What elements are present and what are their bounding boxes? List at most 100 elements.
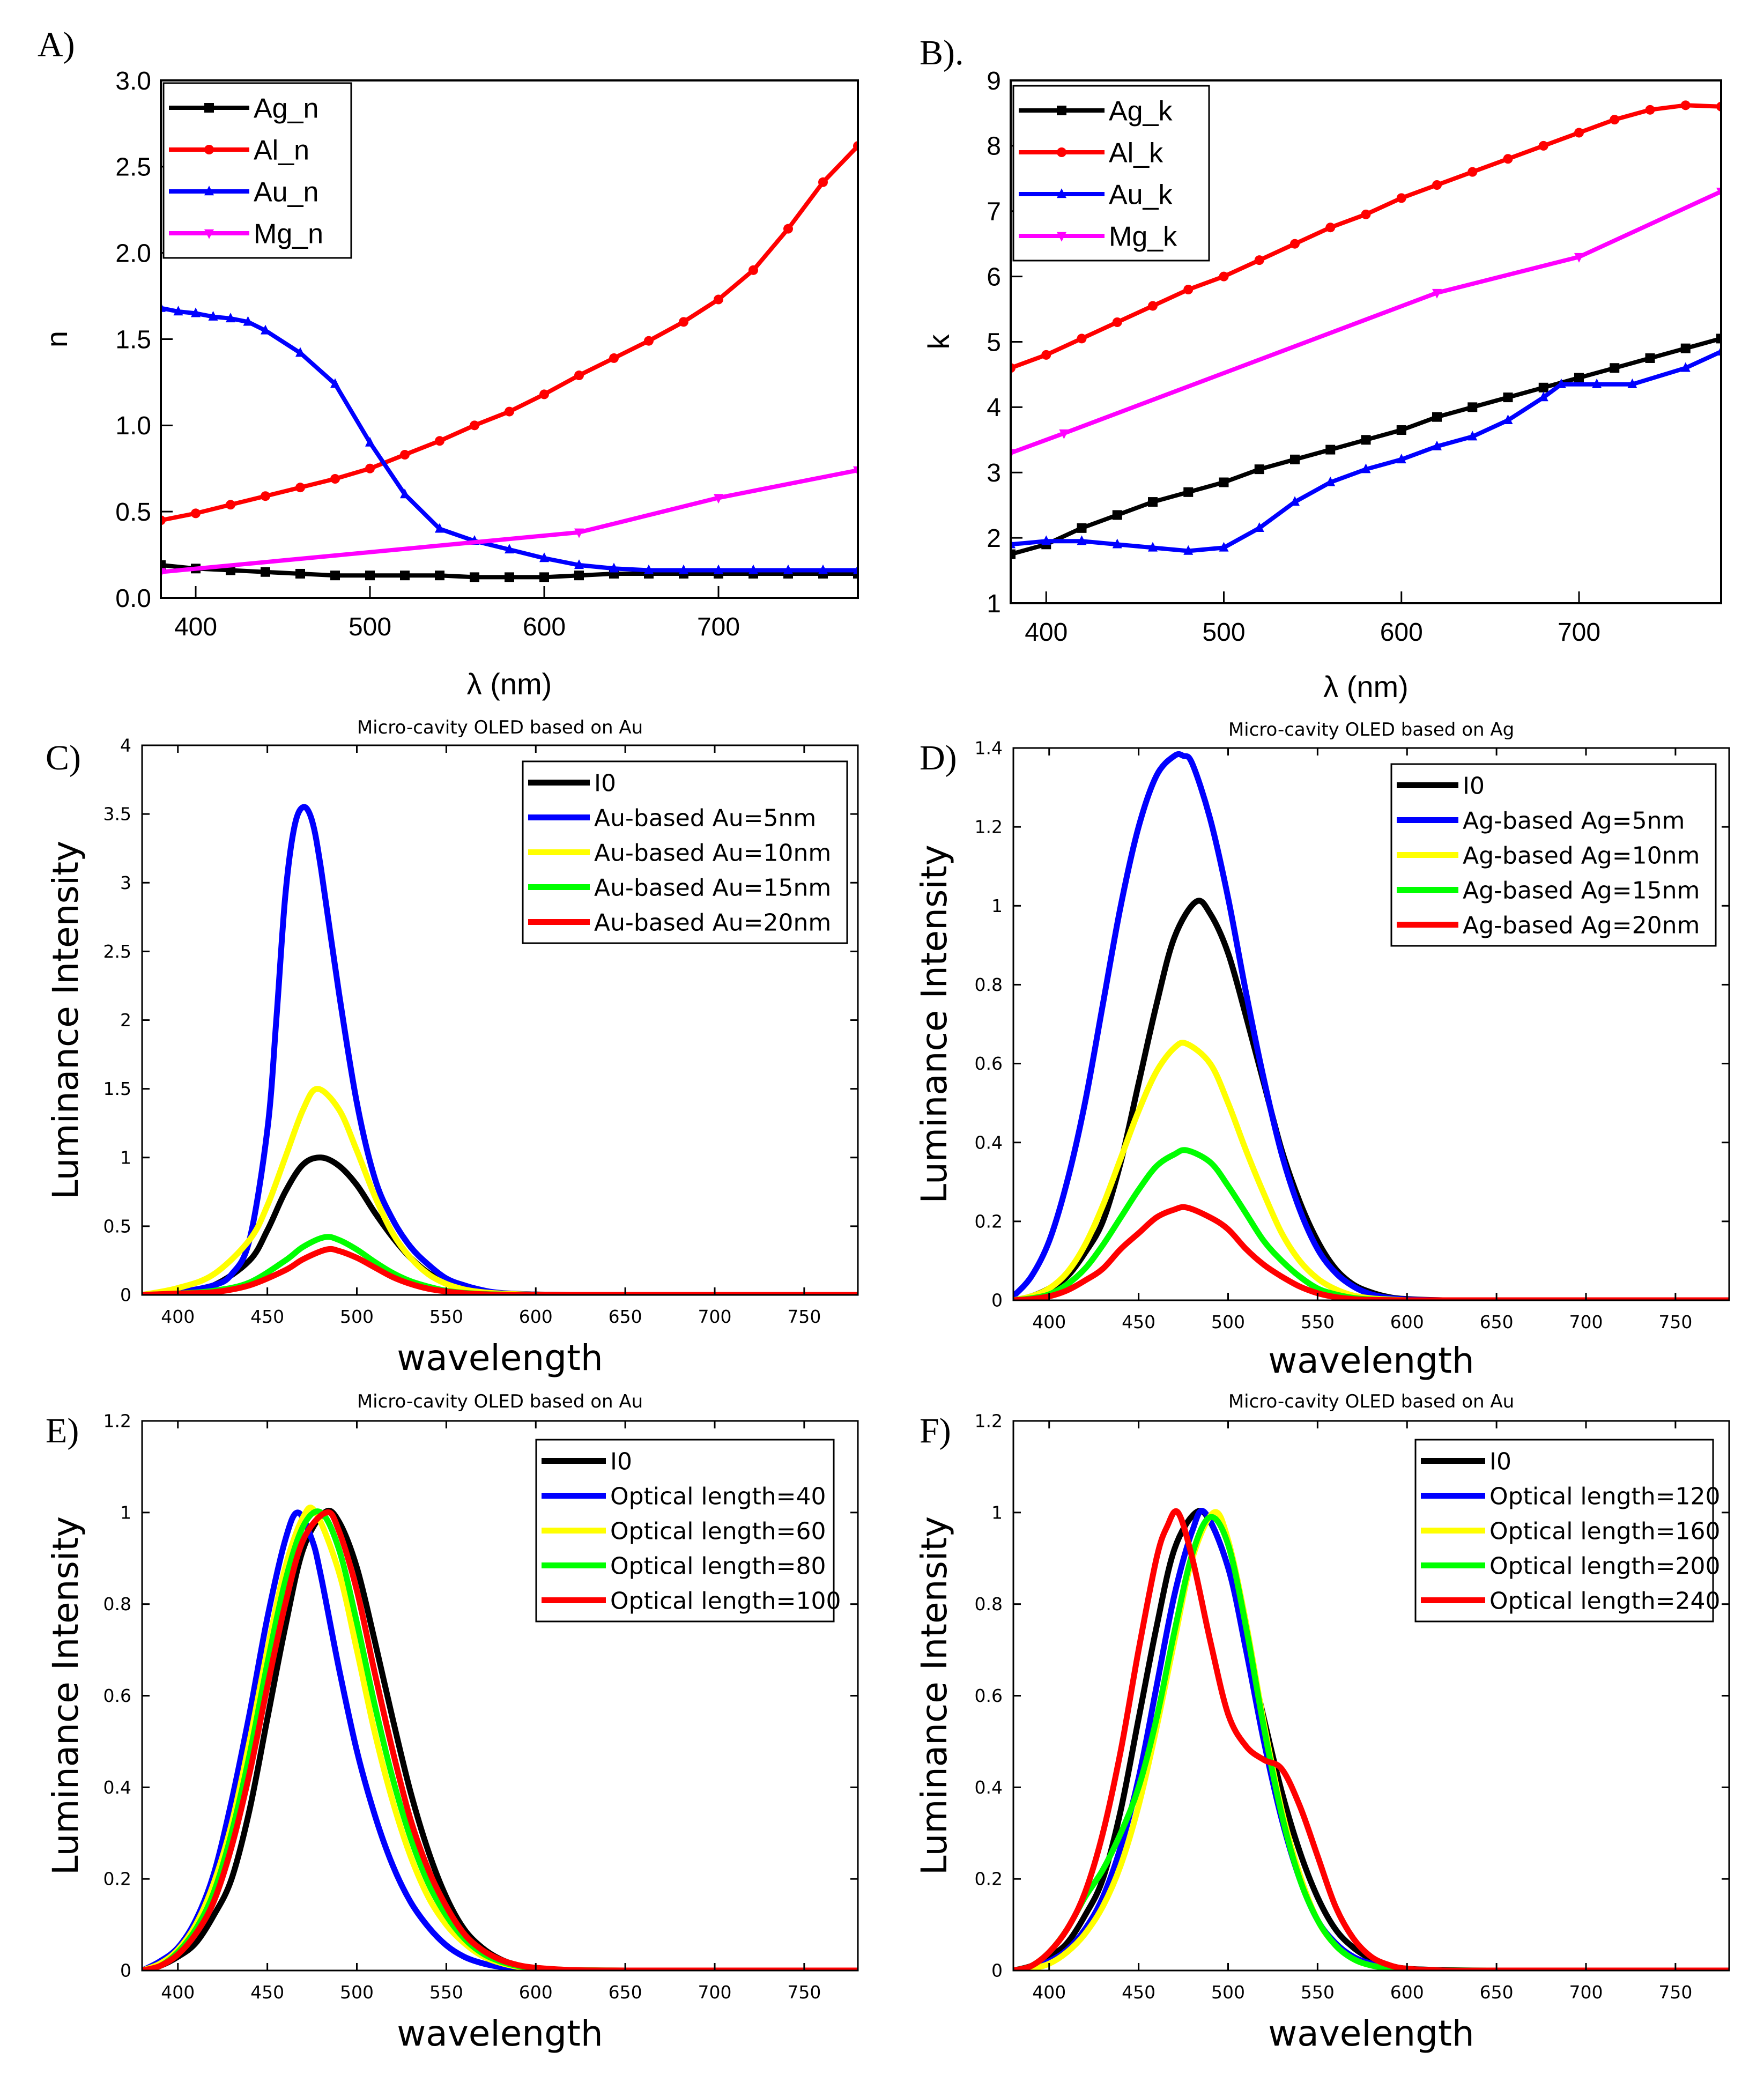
- y-tick-label: 7: [987, 198, 1001, 226]
- legend-label-au-based-au-5nm: Au-based Au=5nm: [594, 804, 816, 832]
- chart-title: Micro-cavity OLED based on Au: [1228, 1391, 1514, 1412]
- legend-marker-mg-n: [204, 229, 214, 239]
- series-al-k-point: [1148, 301, 1158, 311]
- series-au-k-point: [1361, 463, 1371, 473]
- legend-label-mg-n: Mg_n: [254, 219, 323, 250]
- legend-label-ag-n: Ag_n: [254, 93, 318, 124]
- series-au-k-point: [1112, 538, 1122, 549]
- panel-label: C): [46, 738, 81, 777]
- series-al-n-point: [783, 224, 793, 234]
- series-au-n-line: [161, 306, 858, 573]
- x-tick-label: 400: [161, 1982, 195, 2003]
- x-tick-label: 650: [1480, 1982, 1514, 2003]
- series-group: [161, 141, 858, 582]
- series-ag-n-point: [295, 568, 305, 579]
- legend-marker-ag-k: [1057, 106, 1066, 115]
- legend-label-au-n: Au_n: [254, 177, 318, 208]
- y-axis-label: n: [40, 331, 73, 347]
- series-ag-n-point: [161, 560, 166, 570]
- x-tick-label: 700: [1558, 618, 1600, 647]
- series-ag-k-point: [1254, 464, 1264, 475]
- series-au-k-point: [1432, 440, 1442, 450]
- x-tick-label: 750: [787, 1982, 821, 2003]
- legend-label-al-n: Al_n: [254, 135, 309, 166]
- series-al-k-point: [1361, 209, 1371, 219]
- series-mg-k-point: [1432, 288, 1442, 299]
- series-au-n-point: [679, 564, 688, 574]
- y-tick-label: 0.0: [115, 584, 151, 613]
- series-ag-k-point: [1610, 363, 1620, 373]
- legend-marker-al-k: [1057, 147, 1066, 157]
- series-au-n-point: [609, 562, 619, 573]
- series-au-n-point: [330, 378, 340, 388]
- y-tick-label: 0: [120, 1285, 131, 1306]
- series-au-k-point: [1290, 496, 1300, 506]
- panel-label: B).: [920, 33, 964, 72]
- series-au-n-point: [295, 347, 305, 357]
- legend-label-optical-length-80: Optical length=80: [610, 1552, 826, 1580]
- legend-label-au-based-au-15nm: Au-based Au=15nm: [594, 874, 831, 901]
- y-tick-label: 2: [120, 1010, 131, 1031]
- series-al-k-point: [1432, 180, 1442, 190]
- series-al-n-point: [609, 353, 619, 363]
- x-tick-label: 750: [787, 1306, 821, 1327]
- x-tick-label: 450: [250, 1306, 284, 1327]
- y-axis-label: Luminance Intensity: [914, 845, 955, 1203]
- series-al-n-point: [679, 317, 688, 327]
- y-tick-label: 0.8: [103, 1594, 131, 1614]
- panel-label: A): [38, 25, 75, 64]
- series-au-k-point: [1077, 535, 1087, 545]
- y-tick-label: 8: [987, 132, 1001, 161]
- series-al-n-point: [748, 265, 758, 275]
- y-axis-label: Luminance Intensity: [45, 1516, 86, 1875]
- series-al-k-point: [1680, 100, 1691, 110]
- legend-label-optical-length-40: Optical length=40: [610, 1483, 826, 1510]
- y-tick-label: 0: [991, 1960, 1003, 1981]
- y-tick-label: 1.2: [103, 1411, 131, 1432]
- y-tick-label: 3: [987, 459, 1001, 487]
- y-tick-label: 0.6: [103, 1685, 131, 1706]
- x-tick-label: 650: [609, 1306, 642, 1327]
- series-al-k-point: [1219, 271, 1229, 282]
- x-tick-label: 550: [429, 1982, 463, 2003]
- series-au-n-point: [208, 310, 218, 321]
- series-mg-k-point: [1716, 187, 1721, 197]
- series-al-n-point: [365, 463, 375, 473]
- legend-label-ag-based-ag-20nm: Ag-based Ag=20nm: [1463, 912, 1700, 939]
- series-mg-n-line: [161, 468, 858, 574]
- series-ag-based-ag-15nm-line: [1013, 1147, 1729, 1300]
- series-au-n-point: [505, 544, 514, 554]
- series-au-k-point: [1011, 538, 1016, 549]
- series-al-n-point: [470, 420, 479, 431]
- x-tick-label: 600: [1390, 1312, 1424, 1332]
- series-ag-n-point: [539, 572, 549, 582]
- x-tick-label: 500: [1202, 618, 1245, 647]
- y-tick-label: 2: [987, 524, 1001, 553]
- legend-marker-au-n: [204, 186, 214, 196]
- series-au-n-point: [243, 316, 253, 326]
- legend-label-al-k: Al_k: [1109, 138, 1163, 169]
- series-al-k-point: [1538, 140, 1548, 151]
- series-al-n-point: [400, 450, 410, 460]
- legend-label-ag-based-ag-10nm: Ag-based Ag=10nm: [1463, 842, 1700, 869]
- series-ag-k-point: [1112, 510, 1122, 520]
- series-ag-k-point: [1077, 523, 1087, 533]
- y-tick-label: 3: [120, 872, 131, 893]
- y-tick-label: 0.5: [115, 498, 151, 527]
- y-axis-label: Luminance Intensity: [45, 841, 86, 1199]
- x-tick-label: 550: [429, 1306, 463, 1327]
- series-al-k-point: [1041, 350, 1051, 360]
- panel-e: E) Micro-cavity OLED based on Au 400 450 500…: [45, 1391, 859, 2054]
- y-tick-label: 1: [120, 1502, 131, 1523]
- series-au-n-point: [191, 307, 201, 317]
- x-axis-label: wavelength: [1268, 2013, 1474, 2054]
- series-al-k-point: [1503, 154, 1513, 164]
- series-ag-n-point: [330, 571, 340, 581]
- series-al-k-point: [1396, 193, 1406, 203]
- legend: I0 Ag-based Ag=5nm Ag-based Ag=10nm Ag-base…: [1390, 763, 1717, 947]
- series-ag-n-point: [505, 572, 514, 582]
- series-au-n-point: [714, 564, 723, 574]
- series-ag-k-point: [1290, 454, 1300, 464]
- chart-title: Micro-cavity OLED based on Au: [357, 1391, 643, 1412]
- series-ag-k-point: [1645, 353, 1655, 363]
